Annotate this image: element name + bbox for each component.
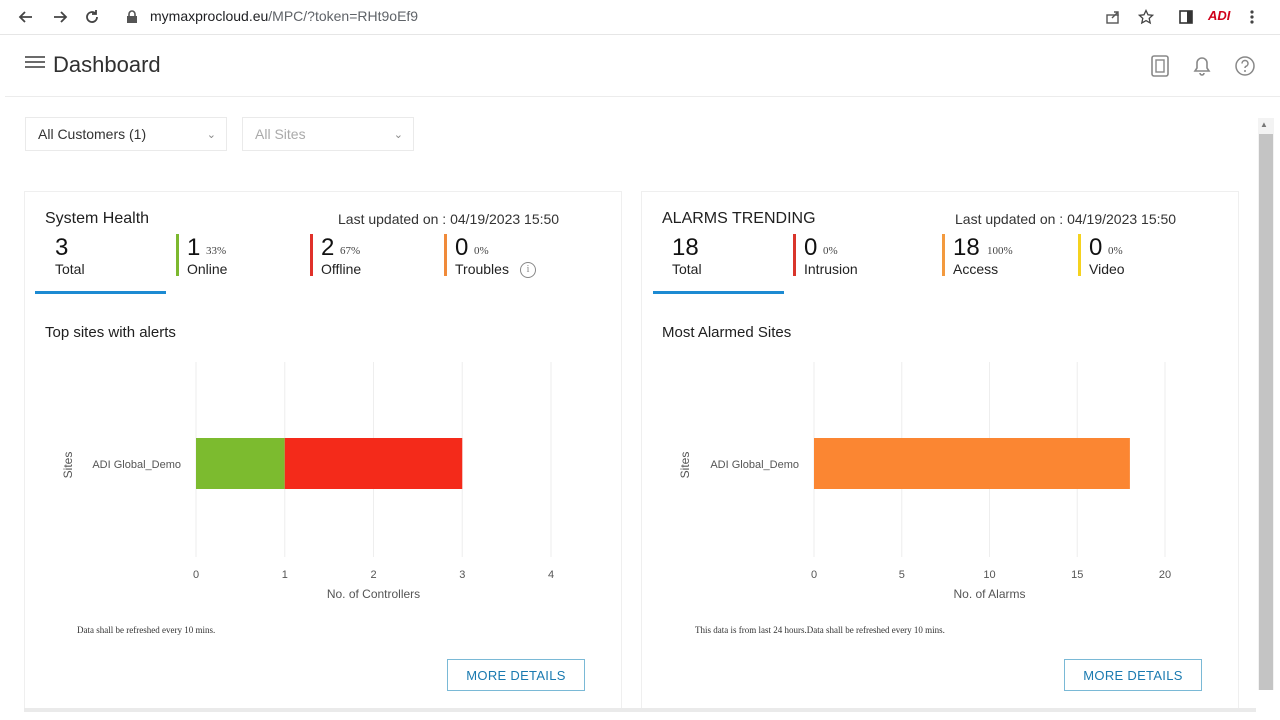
stat-percent: 100% (987, 245, 1013, 257)
bar-online (196, 438, 285, 489)
sidebar-panel-icon[interactable] (1174, 5, 1198, 29)
last-updated-value: 04/19/2023 15:50 (450, 211, 560, 227)
stat-label: Video (1089, 261, 1125, 277)
back-arrow-icon[interactable] (14, 5, 38, 29)
stat-number: 0 (804, 234, 818, 261)
hamburger-menu-icon[interactable] (25, 56, 45, 70)
last-updated: Last updated on : 04/19/2023 15:50 (955, 211, 1176, 227)
share-icon[interactable] (1101, 5, 1125, 29)
stat-number: 0 (1089, 234, 1103, 261)
active-tab-underline (653, 291, 784, 294)
category-label: ADI Global_Demo (710, 459, 799, 471)
star-icon[interactable] (1134, 5, 1158, 29)
page-title: Dashboard (53, 52, 161, 77)
x-axis-label: No. of Alarms (953, 587, 1025, 601)
data-window-note: This data is from last 24 hours.Data sha… (695, 625, 945, 635)
stat-color-bar (942, 234, 945, 276)
y-axis-label: Sites (678, 452, 692, 479)
reload-icon[interactable] (80, 5, 104, 29)
info-icon[interactable]: i (520, 262, 536, 278)
kebab-menu-icon[interactable] (1240, 5, 1264, 29)
bar-offline (284, 438, 463, 489)
stat-color-bar (310, 234, 313, 276)
most-alarmed-chart: 0 5 10 15 20 Sites ADI Global_Demo No. of Alarm… (678, 362, 1171, 601)
stat-number: 1 (187, 234, 201, 261)
customers-dropdown[interactable]: All Customers (1) ⌄ (25, 117, 227, 151)
stat-percent: 0% (474, 245, 489, 257)
stat-number: 18 (953, 234, 980, 261)
stat-label: Total (672, 261, 702, 277)
x-tick-label: 15 (1071, 569, 1083, 581)
stat-percent: 67% (340, 245, 361, 257)
chevron-down-icon: ⌄ (206, 129, 216, 141)
stat-color-bar (444, 234, 447, 276)
stat-label: Total (55, 261, 85, 277)
sites-dropdown[interactable]: All Sites ⌄ (242, 117, 414, 151)
stat-number: 18 (672, 234, 699, 261)
refresh-note: Data shall be refreshed every 10 mins. (77, 625, 216, 635)
x-tick-label: 1 (282, 569, 288, 581)
browser-toolbar: mymaxprocloud.eu/MPC/?token=RHt9oEf9 ADI (0, 0, 1280, 35)
x-tick-label: 10 (983, 569, 995, 581)
stat-label: Troubles (455, 261, 509, 277)
stat-label: Online (187, 261, 228, 277)
x-tick-label: 3 (459, 569, 465, 581)
x-tick-label: 0 (811, 569, 817, 581)
stat-label: Offline (321, 261, 362, 277)
more-details-button[interactable]: MORE DETAILS (1064, 659, 1202, 691)
profile-badge[interactable]: ADI (1208, 8, 1231, 23)
alarms-trending-panel: ALARMS TRENDING Last updated on : 04/19/… (641, 191, 1239, 709)
address-bar[interactable]: mymaxprocloud.eu/MPC/?token=RHt9oEf9 (150, 8, 418, 24)
bottom-divider (24, 708, 1256, 712)
url-path: /MPC/?token=RHt9oEf9 (268, 8, 419, 24)
stat-color-bar (1078, 234, 1081, 276)
stat-label: Access (953, 261, 999, 277)
chevron-down-icon: ⌄ (393, 129, 403, 141)
x-axis-label: No. of Controllers (327, 587, 420, 601)
active-tab-underline (35, 291, 166, 294)
most-alarmed-sites-title: Most Alarmed Sites (662, 324, 792, 341)
top-sites-chart: 0 1 2 3 4 Sites ADI Global_Demo No. of Controll… (61, 362, 554, 601)
stat-color-bar (793, 234, 796, 276)
x-tick-label: 2 (370, 569, 376, 581)
x-tick-label: 4 (548, 569, 554, 581)
system-health-panel: System Health Last updated on : 04/19/20… (24, 191, 622, 709)
bell-icon[interactable] (1189, 53, 1215, 79)
stat-color-bar (176, 234, 179, 276)
scrollbar-thumb[interactable] (1259, 134, 1273, 690)
stat-percent: 0% (1108, 245, 1123, 257)
system-health-title: System Health (45, 210, 150, 227)
url-host: mymaxprocloud.eu (150, 8, 269, 24)
help-icon[interactable] (1232, 53, 1258, 79)
more-details-button[interactable]: MORE DETAILS (447, 659, 585, 691)
last-updated-label: Last updated on : (955, 211, 1064, 227)
x-tick-label: 20 (1159, 569, 1171, 581)
last-updated: Last updated on : 04/19/2023 15:50 (338, 211, 559, 227)
category-label: ADI Global_Demo (92, 459, 181, 471)
y-axis-label: Sites (61, 452, 75, 479)
stat-number: 3 (55, 234, 69, 261)
alarms-trending-title: ALARMS TRENDING (662, 210, 816, 227)
scroll-up-arrow-icon[interactable]: ▲ (1260, 120, 1268, 129)
bar-access (814, 438, 1130, 489)
tablet-icon[interactable] (1147, 53, 1173, 79)
stat-percent: 0% (823, 245, 838, 257)
top-sites-title: Top sites with alerts (45, 324, 176, 341)
stat-number: 0 (455, 234, 469, 261)
stat-label: Intrusion (804, 261, 858, 277)
customers-dropdown-value: All Customers (1) (38, 126, 147, 142)
lock-icon[interactable] (120, 5, 144, 29)
x-tick-label: 0 (193, 569, 199, 581)
forward-arrow-icon[interactable] (48, 5, 72, 29)
last-updated-value: 04/19/2023 15:50 (1067, 211, 1177, 227)
x-tick-label: 5 (899, 569, 905, 581)
stat-number: 2 (321, 234, 335, 261)
last-updated-label: Last updated on : (338, 211, 447, 227)
sites-dropdown-value: All Sites (255, 126, 306, 142)
stat-percent: 33% (206, 245, 227, 257)
app-header: Dashboard (5, 36, 1280, 97)
